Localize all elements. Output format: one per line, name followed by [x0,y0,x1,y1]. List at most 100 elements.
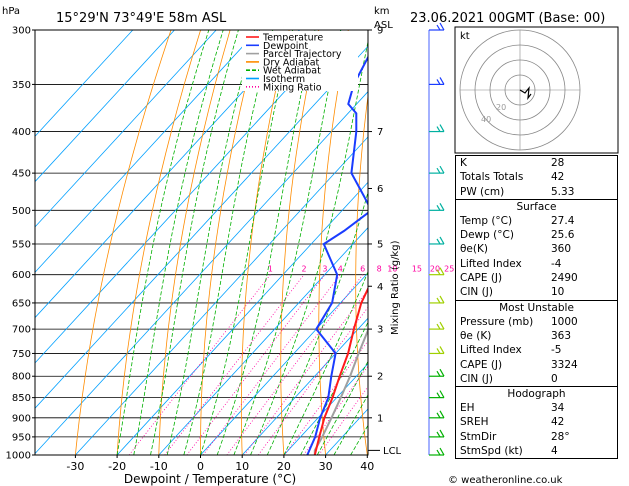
wind-barb-flag [436,392,441,398]
stat-value: -4 [551,257,562,270]
pressure-tick-label: 300 [12,26,31,37]
wind-barb-flag [439,447,445,456]
pressure-tick-label: 550 [12,239,31,250]
dry-adiabat-line [158,30,231,455]
stat-value: 28° [551,430,570,443]
isotherm-line [35,30,175,183]
stat-label: EH [460,402,475,415]
temperature-tick-label: 0 [197,460,204,473]
stat-row: PW (cm) 5.33 [456,185,617,199]
stat-label: CIN (J) [460,286,493,299]
wind-barb-flag [439,295,445,304]
stat-row: EH 34 [456,401,617,415]
wind-barb-flag [439,429,445,438]
stat-row: Temp (°C) 27.4 [456,214,617,228]
height-km-label: 6 [377,184,383,195]
isotherm-line [35,30,134,137]
pressure-tick-label: 400 [12,127,31,138]
temperature-tick-label: -10 [150,460,168,473]
wind-barb-flag [436,370,441,377]
mixing-ratio-line [226,274,364,455]
height-km-label: 7 [377,127,383,138]
pressure-tick-label: 850 [12,393,31,404]
mixing-ratio-tick-label: 8 [377,265,382,274]
height-km-label: 3 [377,325,383,336]
stat-label: StmSpd (kt) [460,445,523,458]
stat-value: 42 [551,171,565,184]
mixing-ratio-tick-label: 10 [387,265,397,274]
isotherm-line [116,181,368,455]
legend-entry: Isotherm [263,74,305,85]
stat-value: 5.33 [551,185,575,198]
isotherm-line [35,45,368,409]
wind-barb-flag [439,321,445,330]
stat-value: 1000 [551,315,578,328]
stat-value: 25.6 [551,229,575,242]
pressure-tick-label: 800 [12,372,31,383]
stat-value: 3324 [551,358,578,371]
isotherm-line [241,317,368,455]
mixing-ratio-line [284,340,368,455]
credit-text: © weatheronline.co.uk [448,475,563,486]
wind-barb-flag [439,165,445,174]
height-unit-top: km [374,6,390,17]
stat-label: StmDir [460,430,497,443]
wind-barb-flag [439,368,445,377]
lcl-label: LCL [383,446,402,457]
stat-value: 28 [551,157,565,169]
wind-barb-flag [436,297,441,304]
stat-row: Totals Totals 42 [456,170,617,184]
hodograph: kt 20 40 [454,26,619,154]
wind-barb-flag [439,22,445,31]
mixing-ratio-line [164,274,305,455]
mixing-ratio-line [243,288,368,455]
legend-entry: Dewpoint [263,41,308,52]
isotherm-line [35,30,342,364]
wind-barb-flag [436,79,441,85]
mixing-ratio-tick-label: 15 [412,265,422,274]
stat-label: CAPE (J) [460,358,503,371]
dry-adiabat-line [355,93,368,455]
pressure-tick-label: 600 [12,270,31,281]
wet-adiabat-line [200,30,294,455]
stat-row: CAPE (J) 2490 [456,271,617,285]
stat-label: Lifted Index [460,344,522,357]
pressure-tick-label: 500 [12,206,31,217]
stat-label: Temp (°C) [460,214,513,227]
temperature-tick-label: 30 [319,460,333,473]
wind-barb-flag [439,267,445,275]
wind-barb-flag [436,449,441,456]
most-unstable-box: Most Unstable Pressure (mb) 1000 θe (K) 363… [455,300,618,388]
isotherm-line [35,30,259,273]
legend-entry: Temperature [262,33,323,44]
axes: 1 2 3 4 6 8 10 15 20 2530035040045050055060065070… [6,26,455,474]
valid-time: 23.06.2021 00GMT (Base: 00) [410,11,605,26]
wet-adiabat-line [250,39,368,455]
height-km-label: 4 [377,282,383,293]
stat-value: 42 [551,416,565,429]
mixing-ratio-line [303,365,368,455]
wind-barb-flag [436,24,441,31]
hodograph-unit-label: kt [460,31,470,42]
stat-value: 360 [551,243,572,256]
wind-barb-flag [436,348,441,354]
dry-adiabat-line [240,30,290,455]
isotherm-line [35,30,300,319]
wind-profile [428,22,445,456]
stat-row: Lifted Index -4 [456,257,617,271]
wind-barb-flag [439,124,445,132]
indices-box: K 28 Totals Totals 42 PW (cm) 5.33 [455,155,618,200]
legend-entry: Parcel Trajectory [263,49,342,60]
stat-row: θe(K) 360 [456,242,617,256]
stat-row: StmDir 28° [456,430,617,444]
hodograph-ring-label: 20 [496,103,506,112]
hodograph-trace [519,86,532,101]
dry-adiabat-line [426,30,451,455]
wind-barb-flag [439,390,445,398]
wind-barb-flag [436,167,441,174]
temperature-tick-label: -30 [66,460,84,473]
stat-label: Totals Totals [460,171,524,184]
mixing-ratio-tick-label: 3 [322,265,327,274]
